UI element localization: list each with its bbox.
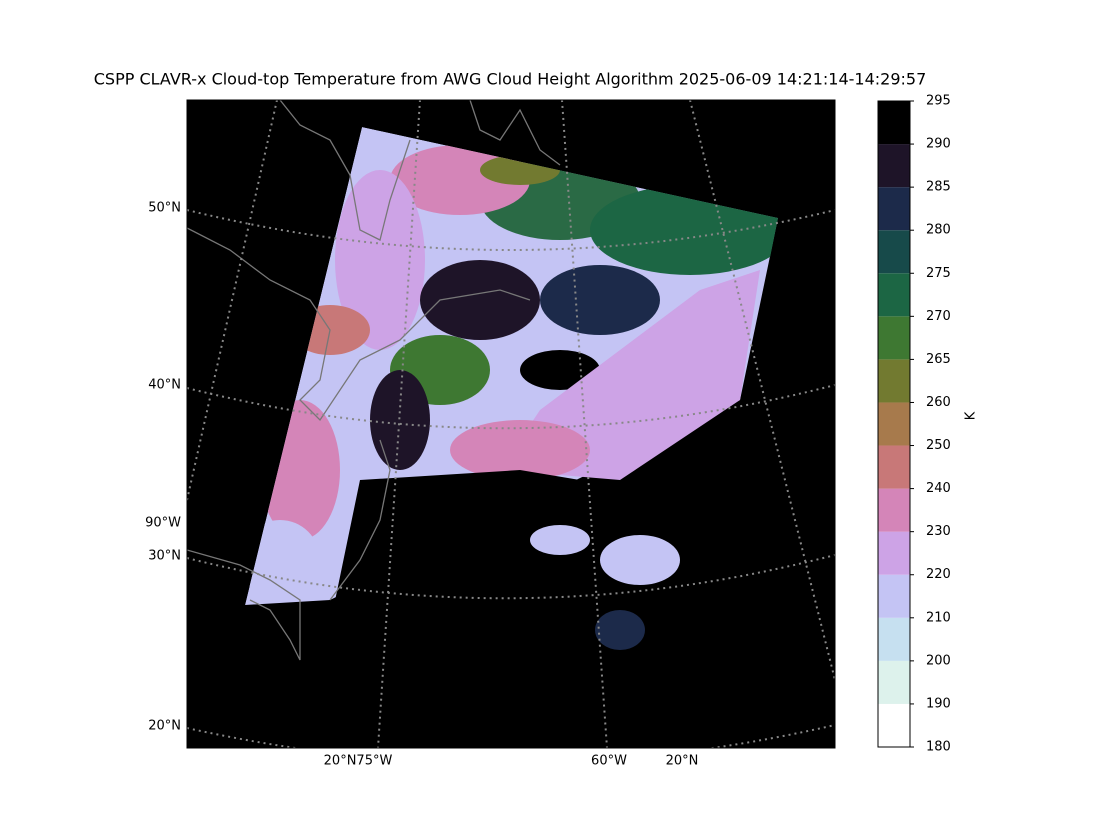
colorbar-tick-label: 290: [926, 137, 951, 152]
colorbar-tick-label: 200: [926, 653, 951, 668]
colorbar-segment: [878, 488, 910, 532]
coastline: [279, 100, 411, 241]
map-tick-label: 30°N: [148, 549, 181, 564]
colorbar-segment: [878, 359, 910, 403]
colorbar-tick-label: 250: [926, 438, 951, 453]
colorbar-tick-label: 220: [926, 567, 951, 582]
map: [187, 100, 835, 748]
map-tick-label: 40°N: [148, 378, 181, 393]
map-tick-label: 20°N: [666, 754, 699, 769]
colorbar-tick-label: 230: [926, 524, 951, 539]
coastline: [187, 549, 301, 661]
cloud-imagery: [245, 127, 778, 700]
coastline: [469, 100, 561, 166]
colorbar-segment: [878, 445, 910, 489]
map-tick-label: 60°W: [591, 754, 627, 769]
graticule: [689, 100, 835, 681]
colorbar-segment: [878, 703, 910, 747]
coastline: [187, 227, 531, 422]
colorbar-tick-label: 190: [926, 696, 951, 711]
map-tick-label: 20°N75°W: [324, 754, 393, 769]
graticule: [187, 100, 278, 501]
colorbar-segment: [878, 531, 910, 575]
colorbar-segment: [878, 660, 910, 704]
graticule: [377, 100, 421, 748]
colorbar-segment: [878, 101, 910, 145]
map-frame: [186, 99, 836, 749]
map-tick-label: 20°N: [148, 719, 181, 734]
colorbar-tick-label: 210: [926, 610, 951, 625]
colorbar-segment: [878, 402, 910, 446]
colorbar-tick-label: 285: [926, 180, 951, 195]
map-tick-label: 50°N: [148, 201, 181, 216]
colorbar-tick-label: 270: [926, 309, 951, 324]
title: CSPP CLAVR-x Cloud-top Temperature from …: [94, 70, 927, 89]
graticule: [561, 100, 608, 748]
colorbar-segment: [878, 574, 910, 618]
colorbar-tick-label: 295: [926, 94, 951, 109]
colorbar-segment: [878, 230, 910, 274]
colorbar-segment: [878, 187, 910, 231]
map-tick-label: 90°W: [145, 516, 181, 531]
colorbar-tick-label: 180: [926, 740, 951, 755]
colorbar-tick-label: 265: [926, 352, 951, 367]
colorbar-segment: [878, 273, 910, 317]
colorbar-segment: [878, 316, 910, 360]
colorbar-tick-label: 260: [926, 395, 951, 410]
colorbar-segment: [878, 617, 910, 661]
colorbar-tick-label: 240: [926, 481, 951, 496]
coastline: [329, 439, 391, 601]
colorbar-frame: [877, 100, 911, 748]
colorbar-tick-label: 275: [926, 266, 951, 281]
colorbar-tick-label: 280: [926, 223, 951, 238]
colorbar-label: K: [964, 411, 979, 420]
colorbar-segment: [878, 144, 910, 188]
